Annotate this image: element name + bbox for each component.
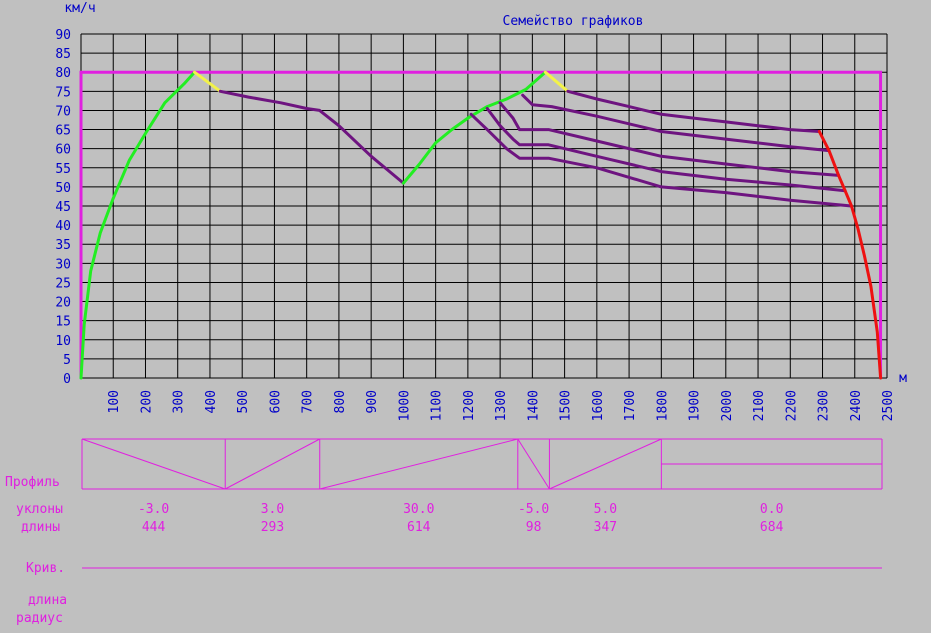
y-tick-label: 5 xyxy=(63,353,71,368)
length-value: 293 xyxy=(261,520,284,535)
y-axis-label: км/ч xyxy=(64,1,95,16)
y-tick-label: 60 xyxy=(55,143,71,158)
y-tick-labels: 0 5 10 15 20 25 30 35 40 45 50 55 60 65 70 75 80 85 90 xyxy=(55,28,71,387)
coast-curve xyxy=(218,89,405,185)
x-tick-label: 1500 xyxy=(559,390,574,421)
slope-value: -3.0 xyxy=(138,502,169,517)
curves-label: Крив. xyxy=(26,561,65,576)
x-tick-label: 1400 xyxy=(526,390,541,421)
y-tick-label: 25 xyxy=(55,276,71,291)
speed-limit-frame xyxy=(79,70,883,378)
y-tick-label: 90 xyxy=(55,28,71,43)
x-tick-label: 2100 xyxy=(752,390,767,421)
y-tick-label: 15 xyxy=(55,315,71,330)
slope-value: 3.0 xyxy=(261,502,284,517)
length-value: 684 xyxy=(760,520,784,535)
profile-values: -3.0 444 3.0 293 30.0 614 -5.0 98 5.0 347 0.0 684 xyxy=(138,502,784,535)
length-value: 347 xyxy=(594,520,617,535)
accel-curve xyxy=(79,70,196,380)
length-value: 98 xyxy=(526,520,542,535)
x-tick-label: 500 xyxy=(236,390,251,413)
y-tick-label: 50 xyxy=(55,181,71,196)
slope-value: 0.0 xyxy=(760,502,783,517)
x-tick-label: 400 xyxy=(204,390,219,413)
x-tick-label: 1100 xyxy=(430,390,445,421)
coast-curve xyxy=(485,107,847,193)
profile-segment xyxy=(319,438,518,490)
x-tick-label: 1000 xyxy=(397,390,412,421)
curve-length-label: длина xyxy=(28,593,67,608)
y-tick-label: 75 xyxy=(55,85,71,100)
profile-segment xyxy=(224,438,320,490)
y-tick-label: 65 xyxy=(55,124,71,139)
x-tick-labels: 100 200 300 400 500 600 700 800 900 1000 1100 1200 1… xyxy=(107,390,896,421)
accel-curve xyxy=(401,70,547,185)
y-tick-label: 10 xyxy=(55,334,71,349)
x-tick-label: 200 xyxy=(139,390,154,413)
x-tick-label: 2400 xyxy=(849,390,864,421)
profile-segment xyxy=(517,438,550,490)
x-tick-label: 2300 xyxy=(817,390,832,421)
y-tick-label: 85 xyxy=(55,47,71,62)
track-profile xyxy=(81,438,883,490)
x-tick-label: 700 xyxy=(301,390,316,413)
transition-curve xyxy=(193,70,222,93)
slope-value: 30.0 xyxy=(403,502,434,517)
x-tick-label: 1200 xyxy=(462,390,477,421)
y-tick-label: 70 xyxy=(55,104,71,119)
y-tick-label: 0 xyxy=(63,372,71,387)
brake-curve xyxy=(817,130,883,380)
x-tick-label: 2500 xyxy=(881,390,896,421)
x-tick-label: 100 xyxy=(107,390,122,413)
profile-segment xyxy=(549,438,662,490)
x-tick-label: 1300 xyxy=(494,390,509,421)
x-tick-label: 2000 xyxy=(720,390,735,421)
curve-radius-label: радиус xyxy=(16,611,63,626)
x-tick-label: 2200 xyxy=(784,390,799,421)
speed-curves xyxy=(79,70,883,380)
x-tick-label: 900 xyxy=(365,390,380,413)
x-tick-label: 1900 xyxy=(688,390,703,421)
speed-limit-line xyxy=(79,70,883,378)
transition-curve xyxy=(543,70,570,93)
x-tick-label: 1600 xyxy=(591,390,606,421)
coast-curve xyxy=(498,101,841,177)
y-tick-label: 80 xyxy=(55,66,71,81)
x-axis-label: м xyxy=(899,371,907,386)
chart-grid xyxy=(80,33,888,379)
chart-title: Семейство графиков xyxy=(503,14,644,29)
length-value: 614 xyxy=(407,520,431,535)
y-tick-label: 55 xyxy=(55,162,71,177)
y-tick-label: 20 xyxy=(55,296,71,311)
slope-value: -5.0 xyxy=(518,502,549,517)
x-tick-label: 1700 xyxy=(623,390,638,421)
slope-value: 5.0 xyxy=(594,502,617,517)
y-tick-label: 40 xyxy=(55,219,71,234)
slopes-label: уклоны xyxy=(16,502,63,517)
x-tick-label: 1800 xyxy=(655,390,670,421)
coast-curve xyxy=(566,89,821,133)
profile-label: Профиль xyxy=(5,475,60,490)
x-tick-label: 300 xyxy=(172,390,187,413)
y-tick-label: 30 xyxy=(55,257,71,272)
coast-curve xyxy=(521,93,831,153)
x-tick-label: 600 xyxy=(268,390,283,413)
y-tick-label: 45 xyxy=(55,200,71,215)
profile-segment xyxy=(81,438,226,490)
y-tick-label: 35 xyxy=(55,238,71,253)
length-value: 444 xyxy=(142,520,166,535)
coast-curve xyxy=(469,112,853,208)
lengths-label: длины xyxy=(21,520,60,535)
x-tick-label: 800 xyxy=(333,390,348,413)
